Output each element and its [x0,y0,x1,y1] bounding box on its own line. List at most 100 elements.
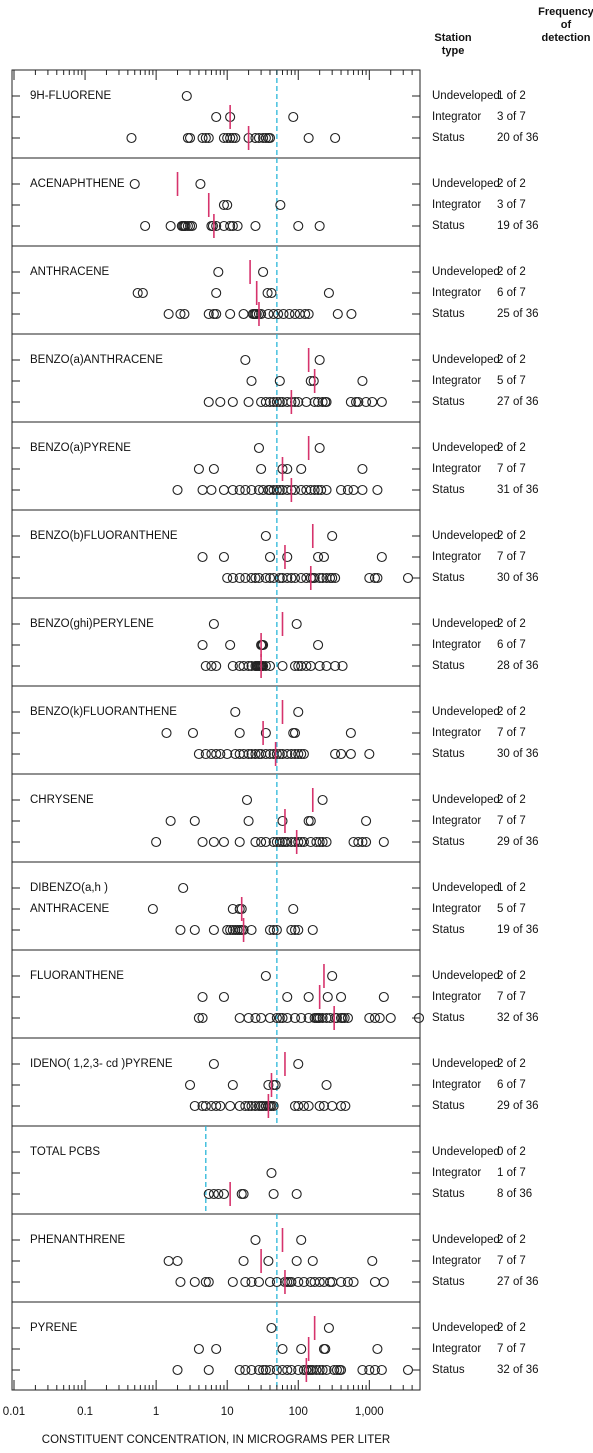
detection-point [296,748,307,760]
detection-point [286,924,297,936]
detection-point [246,484,257,496]
station-type: Undeveloped [432,442,500,454]
detection-point [260,132,271,144]
detection-point [175,924,186,936]
detection-point [317,1012,328,1024]
station-type: Integrator [432,463,481,475]
frequency: 5 of 7 [497,375,526,387]
detection-point [271,484,282,496]
detection-point [264,396,276,408]
detection-point [335,1100,347,1112]
panel-label: ANTHRACENE [30,266,110,278]
frequency: 25 of 36 [497,308,539,320]
detection-point [305,484,316,496]
detection-point [250,572,261,584]
detection-point [238,660,249,672]
detection-point [271,1364,282,1376]
detection-point [203,1364,214,1376]
detection-point [211,748,222,760]
detection-point [238,748,249,760]
detection-point [140,220,151,232]
detection-point [256,836,267,848]
x-tick-label: 0.01 [3,1406,25,1418]
detection-point [262,287,273,299]
detection-point [227,484,238,496]
detection-point [277,815,288,827]
detection-point [286,748,297,760]
station-type: Integrator [432,287,481,299]
detection-point [284,308,295,320]
detection-point [213,1188,224,1200]
detection-point [175,308,186,320]
frequency: 2 of 2 [497,794,526,806]
detection-point [402,1364,414,1376]
frequency: 20 of 36 [497,132,539,144]
frequency: 6 of 7 [497,639,526,651]
station-type: Integrator [432,551,481,563]
detection-point [296,660,307,672]
frequency: 2 of 2 [497,442,526,454]
detection-point [277,660,288,672]
panel-label: BENZO(b)FLUORANTHENE [30,530,178,542]
detection-point [250,1100,261,1112]
detection-point [342,1012,353,1024]
detection-point [298,1100,309,1112]
detection-point [213,266,224,278]
detection-point [298,1276,309,1288]
frequency: 30 of 36 [497,572,539,584]
detection-point [309,1276,320,1288]
detection-point [264,1364,276,1376]
detection-point [243,1100,254,1112]
detection-point [277,1012,288,1024]
detection-point [230,706,241,718]
detection-point [369,1012,381,1024]
detection-point [211,308,222,320]
panel-label: BENZO(k)FLUORANTHENE [30,706,177,718]
detection-point [187,727,199,739]
detection-point [258,1364,269,1376]
x-tick-label: 1 [153,1406,159,1418]
detection-point [309,484,320,496]
station-type: Integrator [432,727,481,739]
detection-point [257,660,268,672]
detection-point [289,308,301,320]
detection-point [348,1276,359,1288]
detection-point [129,178,140,190]
detection-point [264,748,276,760]
station-type: Status [432,748,465,760]
detection-point [323,287,334,299]
detection-point [279,836,291,848]
detection-point [339,1012,350,1024]
detection-point [218,991,229,1003]
detection-point [324,1276,336,1288]
detection-point [293,706,304,718]
station-type: Status [432,924,465,936]
detection-point [222,924,233,936]
detection-point [321,1079,332,1091]
detection-point [286,572,297,584]
detection-point [335,748,347,760]
detection-point [327,530,338,542]
detection-point [222,132,233,144]
detection-point [329,1364,340,1376]
detection-point [364,748,375,760]
frequency: 2 of 2 [497,266,526,278]
detection-point [211,111,222,123]
detection-point [335,484,347,496]
detection-point [293,220,304,232]
detection-point [289,1012,301,1024]
detection-point [402,572,414,584]
detection-point [234,903,245,915]
detection-point [253,1364,265,1376]
frequency: 7 of 7 [497,463,526,475]
detection-point [357,375,368,387]
station-type: Status [432,132,465,144]
detection-point [274,836,285,848]
detection-point [296,484,307,496]
detection-point [227,572,238,584]
detection-point [376,396,387,408]
detection-point [218,836,229,848]
detection-point [206,660,217,672]
station-type: Integrator [432,111,481,123]
